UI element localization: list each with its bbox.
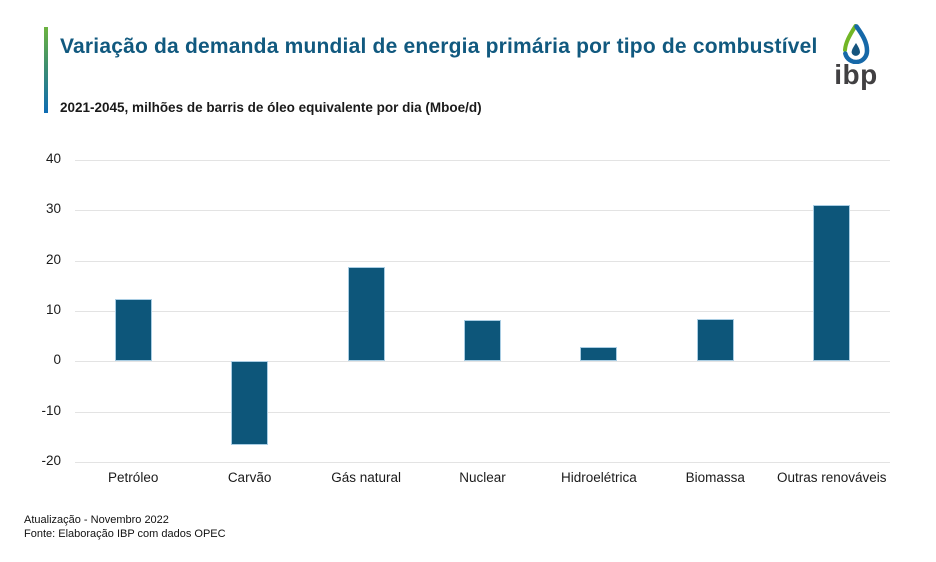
- y-tick-label--20: -20: [41, 453, 61, 468]
- x-tick-label-petroleo: Petróleo: [108, 470, 159, 485]
- x-tick-label-carvao: Carvão: [227, 470, 272, 485]
- droplet-icon: [843, 24, 870, 64]
- source-note: Fonte: Elaboração IBP com dados OPEC: [24, 527, 226, 540]
- y-tick-label-30: 30: [45, 201, 61, 217]
- gridline-0: [75, 361, 890, 363]
- bar-carvao: [231, 361, 269, 446]
- update-note: Atualização - Novembro 2022: [24, 514, 169, 526]
- x-tick-label-outras-renovaveis: Outras renováveis: [777, 470, 887, 485]
- bar-biomassa: [696, 318, 734, 362]
- chart-subtitle: 2021-2045, milhões de barris de óleo equ…: [60, 100, 482, 115]
- ibp-logo: ibp: [818, 24, 894, 90]
- bar-outras-renovaveis: [813, 205, 851, 362]
- bar-petroleo: [114, 298, 152, 362]
- gridline-10: [75, 311, 890, 312]
- gridline--10: [75, 411, 890, 413]
- y-tick-label-20: 20: [45, 251, 61, 267]
- footer: Atualização - Novembro 2022 Fonte: Elabo…: [24, 514, 226, 541]
- bar-nuclear: [464, 320, 501, 362]
- gridline-40: [75, 160, 890, 161]
- y-tick-label-40: 40: [45, 151, 61, 166]
- chart-title: Variação da demanda mundial de energia p…: [60, 35, 818, 58]
- bar-gas-natural: [347, 266, 385, 362]
- x-tick-label-gas-natural: Gás natural: [331, 470, 401, 485]
- plot-area: 40 30 20 10 0 -10 -20 Petróleo Carvão Gás natural…: [41, 151, 890, 485]
- y-tick-label-0: 0: [53, 352, 61, 368]
- title-accent-bar: [44, 27, 48, 113]
- bar-hidroeletrica: [580, 346, 618, 362]
- x-tick-label-hidroeletrica: Hidroelétrica: [560, 470, 637, 485]
- gridline--20: [75, 462, 890, 463]
- y-tick-label-10: 10: [45, 302, 61, 317]
- gridline-20: [75, 260, 890, 262]
- x-tick-label-biomassa: Biomassa: [685, 470, 745, 485]
- y-tick-label--10: -10: [41, 402, 61, 418]
- logo-text: ibp: [834, 59, 878, 90]
- x-tick-label-nuclear: Nuclear: [459, 470, 506, 485]
- gridline-30: [75, 210, 890, 212]
